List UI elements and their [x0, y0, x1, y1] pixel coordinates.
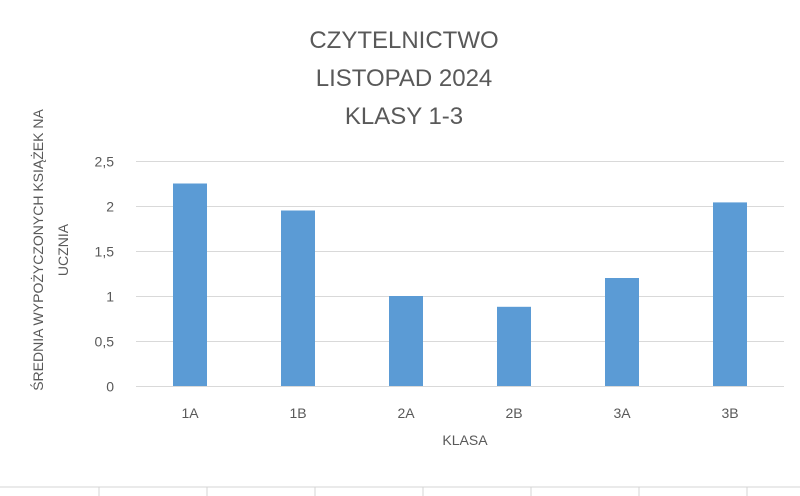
- chart-title-line-1: CZYTELNICTWO: [309, 27, 498, 54]
- bars: [173, 183, 747, 386]
- x-tick-label: 3B: [721, 405, 738, 421]
- x-tick-label: 2A: [397, 405, 415, 421]
- y-tick-label: 1,5: [95, 244, 115, 260]
- y-tick-label: 1: [106, 289, 114, 305]
- x-tick-label: 2B: [505, 405, 522, 421]
- x-tick-label: 3A: [613, 405, 631, 421]
- y-axis-title: ŚREDNIA WYPOŻYCZONYCH KSIĄŻEK NA UCZNIA: [29, 109, 71, 391]
- bar-2A: [389, 296, 423, 386]
- y-axis-ticks: 0 0,5 1 1,5 2 2,5: [95, 154, 115, 395]
- y-axis-title-line-2: UCZNIA: [55, 223, 71, 276]
- bar-3B: [713, 202, 747, 386]
- y-tick-label: 2,5: [95, 154, 115, 170]
- bar-2B: [497, 306, 531, 386]
- y-tick-label: 2: [106, 199, 114, 215]
- chart-title: CZYTELNICTWO LISTOPAD 2024 KLASY 1-3: [309, 27, 498, 130]
- y-axis-title-line-1: ŚREDNIA WYPOŻYCZONYCH KSIĄŻEK NA: [29, 109, 46, 391]
- x-axis-ticks: 1A 1B 2A 2B 3A 3B: [181, 405, 738, 421]
- bar-1B: [281, 210, 315, 386]
- y-tick-label: 0: [106, 379, 114, 395]
- chart-title-line-2: LISTOPAD 2024: [316, 65, 493, 92]
- bar-3A: [605, 278, 639, 386]
- x-tick-label: 1A: [181, 405, 199, 421]
- chart-title-line-3: KLASY 1-3: [345, 103, 463, 130]
- y-tick-label: 0,5: [95, 334, 115, 350]
- bar-1A: [173, 183, 207, 386]
- x-tick-label: 1B: [289, 405, 306, 421]
- gridlines: [136, 161, 784, 387]
- sheet-grid-fragment: [0, 486, 800, 496]
- x-axis-title: KLASA: [442, 432, 488, 448]
